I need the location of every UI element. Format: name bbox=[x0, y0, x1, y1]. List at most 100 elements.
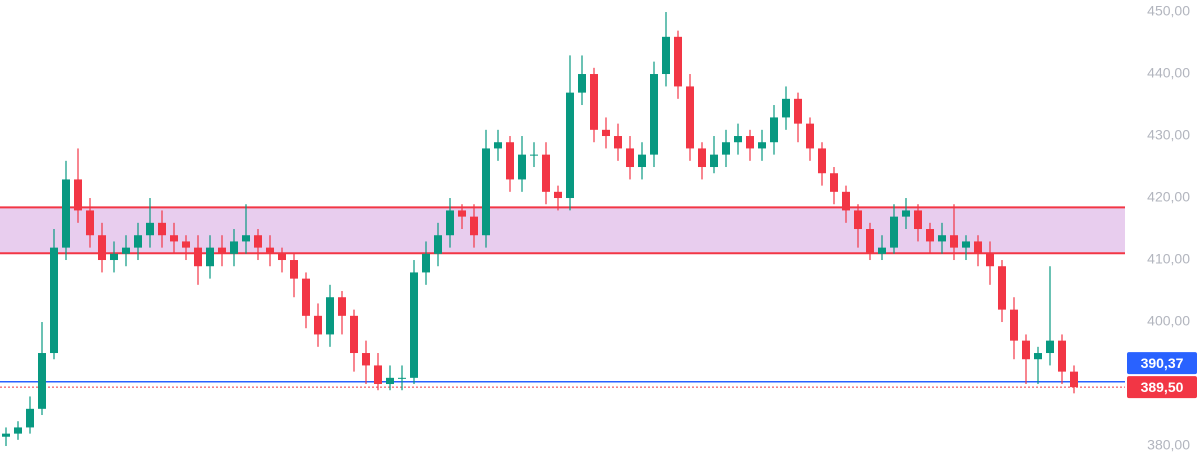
candle-body bbox=[1046, 340, 1054, 354]
candle-body bbox=[266, 247, 274, 254]
y-tick-label: 430,00 bbox=[1147, 127, 1190, 143]
candle-body bbox=[650, 74, 658, 155]
price-label-box bbox=[1127, 376, 1197, 399]
candle-body bbox=[710, 154, 718, 168]
candle-body bbox=[146, 222, 154, 236]
candle-body bbox=[590, 74, 598, 130]
candle-body bbox=[806, 123, 814, 149]
candle-body bbox=[758, 142, 766, 149]
candle-body bbox=[794, 98, 802, 124]
candle-body bbox=[698, 148, 706, 168]
candle-body bbox=[122, 247, 130, 254]
candle-body bbox=[386, 377, 394, 385]
candle-body bbox=[578, 74, 586, 93]
candle-body bbox=[170, 235, 178, 242]
candle-body bbox=[446, 210, 454, 236]
candle-body bbox=[770, 117, 778, 143]
candle-body bbox=[314, 315, 322, 335]
candle-body bbox=[986, 253, 994, 267]
candle-body bbox=[434, 235, 442, 254]
candle-body bbox=[14, 427, 22, 434]
candle-body bbox=[1070, 371, 1078, 388]
candle-body bbox=[1022, 340, 1030, 360]
candle-body bbox=[302, 278, 310, 316]
candle-body bbox=[566, 92, 574, 199]
candle-body bbox=[338, 297, 346, 316]
candle-body bbox=[1058, 340, 1066, 372]
price-label-box bbox=[1127, 352, 1197, 375]
candle-body bbox=[470, 216, 478, 236]
candle-body bbox=[746, 136, 754, 149]
candle-body bbox=[230, 241, 238, 254]
candle-body bbox=[218, 247, 226, 254]
candle-body bbox=[734, 136, 742, 143]
candle-body bbox=[194, 247, 202, 267]
candle-body bbox=[854, 210, 862, 230]
candle-body bbox=[902, 210, 910, 217]
candle-body bbox=[374, 365, 382, 385]
candle-body bbox=[638, 154, 646, 168]
candle-body bbox=[98, 235, 106, 261]
candle-body bbox=[962, 241, 970, 248]
candle-body bbox=[410, 272, 418, 378]
candle-body bbox=[278, 253, 286, 261]
candle-body bbox=[926, 229, 934, 242]
candle-body bbox=[950, 235, 958, 248]
candle-body bbox=[878, 247, 886, 254]
candle-body bbox=[494, 142, 502, 149]
candle-body bbox=[686, 86, 694, 149]
candle-body bbox=[134, 235, 142, 248]
candle-body bbox=[890, 216, 898, 248]
candle-body bbox=[158, 222, 166, 236]
candle-body bbox=[482, 148, 490, 236]
candle-body bbox=[74, 179, 82, 211]
y-tick-label: 410,00 bbox=[1147, 251, 1190, 267]
candle-body bbox=[182, 241, 190, 248]
candle-body bbox=[1010, 309, 1018, 341]
candle-body bbox=[998, 266, 1006, 310]
candle-body bbox=[626, 148, 634, 168]
y-tick-label: 400,00 bbox=[1147, 313, 1190, 329]
candle-body bbox=[830, 173, 838, 192]
candle-body bbox=[398, 377, 406, 379]
y-tick-label: 440,00 bbox=[1147, 65, 1190, 81]
candle-body bbox=[326, 297, 334, 335]
candle-body bbox=[1034, 353, 1042, 360]
candle-body bbox=[782, 98, 790, 118]
candle-body bbox=[350, 315, 358, 354]
candle-body bbox=[974, 241, 982, 254]
candle-body bbox=[26, 408, 34, 428]
candle-body bbox=[242, 235, 250, 242]
candle-body bbox=[674, 36, 682, 87]
candle-body bbox=[518, 154, 526, 180]
candle-body bbox=[818, 148, 826, 174]
y-tick-label: 450,00 bbox=[1147, 3, 1190, 19]
candle-body bbox=[530, 154, 538, 156]
y-tick-label: 420,00 bbox=[1147, 189, 1190, 205]
candle-body bbox=[662, 36, 670, 75]
candle-body bbox=[542, 154, 550, 192]
price-label: 389,50 bbox=[1141, 379, 1184, 395]
candle-body bbox=[38, 353, 46, 409]
candle-body bbox=[458, 210, 466, 217]
candle-body bbox=[290, 260, 298, 279]
candle-body bbox=[2, 433, 10, 437]
candle-body bbox=[206, 247, 214, 267]
candle-body bbox=[866, 229, 874, 254]
candle-body bbox=[506, 142, 514, 180]
candle-body bbox=[554, 191, 562, 199]
candle-body bbox=[86, 210, 94, 236]
candle-body bbox=[602, 129, 610, 137]
candle-body bbox=[614, 136, 622, 149]
candle-body bbox=[914, 210, 922, 230]
candle-body bbox=[938, 235, 946, 242]
candle-body bbox=[422, 253, 430, 273]
candle-body bbox=[842, 191, 850, 211]
candle-body bbox=[254, 235, 262, 248]
candle-body bbox=[362, 353, 370, 366]
candle-body bbox=[62, 179, 70, 248]
candle-body bbox=[722, 142, 730, 155]
candle-body bbox=[50, 247, 58, 354]
